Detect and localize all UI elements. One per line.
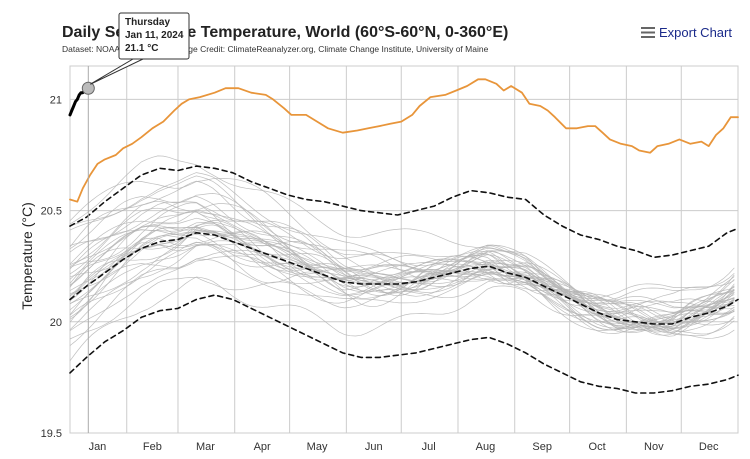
background-year-line bbox=[69, 221, 735, 299]
x-tick-label: Oct bbox=[589, 441, 606, 453]
x-tick-label: Mar bbox=[196, 441, 215, 453]
background-year-line bbox=[69, 193, 735, 314]
x-tick-label: May bbox=[307, 441, 328, 453]
x-tick-label: Dec bbox=[699, 441, 719, 453]
background-year-line bbox=[69, 222, 735, 332]
background-year-line bbox=[69, 211, 735, 328]
x-tick-label: Sep bbox=[532, 441, 552, 453]
y-tick-label: 20.5 bbox=[41, 206, 62, 218]
background-year-line bbox=[69, 255, 735, 346]
background-year-line bbox=[69, 200, 735, 334]
tooltip-value-label: 21.1 °C bbox=[125, 43, 158, 54]
plot-frame bbox=[69, 65, 739, 434]
background-year-line bbox=[69, 226, 735, 333]
x-tick-label: Nov bbox=[644, 441, 664, 453]
export-chart-button[interactable]: Export Chart bbox=[641, 25, 732, 40]
y-axis-title: Temperature (°C) bbox=[19, 202, 35, 310]
axis-layer: 19.5 20 20.5 21 Jan Feb Mar Apr May Jun Jul Aug Sep O… bbox=[41, 94, 719, 453]
x-tick-label: Aug bbox=[476, 441, 496, 453]
background-year-line bbox=[69, 209, 735, 322]
hamburger-menu-icon bbox=[641, 27, 655, 38]
series-line-2023 bbox=[69, 78, 739, 203]
tooltip-date: Jan 11, 2024 bbox=[125, 30, 184, 41]
background-year-line bbox=[69, 201, 735, 324]
series-layer bbox=[68, 78, 739, 394]
background-year-line bbox=[69, 242, 735, 324]
y-tick-label: 21 bbox=[50, 94, 62, 106]
tooltip: Thursday Jan 11, 2024 21.1 °C bbox=[81, 12, 190, 433]
chart-subtitle: Dataset: NOAA OISST V2.1 | Image Credit:… bbox=[62, 44, 489, 54]
background-year-line bbox=[69, 202, 735, 329]
x-tick-label: Feb bbox=[143, 441, 162, 453]
y-tick-label: 20 bbox=[50, 317, 62, 329]
x-tick-label: Jun bbox=[365, 441, 383, 453]
background-year-line bbox=[69, 175, 735, 315]
background-year-line bbox=[69, 172, 735, 313]
x-tick-label: Jan bbox=[89, 441, 107, 453]
x-tick-label: Apr bbox=[254, 441, 271, 453]
y-tick-label: 19.5 bbox=[41, 428, 62, 440]
background-year-line bbox=[69, 224, 735, 328]
grid-layer bbox=[69, 65, 739, 434]
tooltip-box bbox=[118, 12, 190, 60]
background-year-line bbox=[69, 195, 735, 301]
background-years-layer bbox=[69, 155, 735, 362]
background-year-line bbox=[69, 177, 735, 318]
background-year-line bbox=[69, 231, 735, 325]
export-chart-label: Export Chart bbox=[659, 25, 732, 40]
background-year-line bbox=[69, 217, 735, 309]
background-year-line bbox=[69, 155, 735, 309]
series-line-1982-2011-mean-2- bbox=[69, 165, 739, 259]
series-line-1982-2011-mean bbox=[69, 232, 739, 325]
hover-marker bbox=[81, 81, 95, 95]
x-tick-label: Jul bbox=[422, 441, 436, 453]
tooltip-weekday: Thursday bbox=[125, 17, 170, 28]
tooltip-pointer bbox=[90, 58, 144, 85]
background-year-line bbox=[69, 207, 735, 308]
series-line-1982-2011-mean-2- bbox=[69, 294, 739, 394]
